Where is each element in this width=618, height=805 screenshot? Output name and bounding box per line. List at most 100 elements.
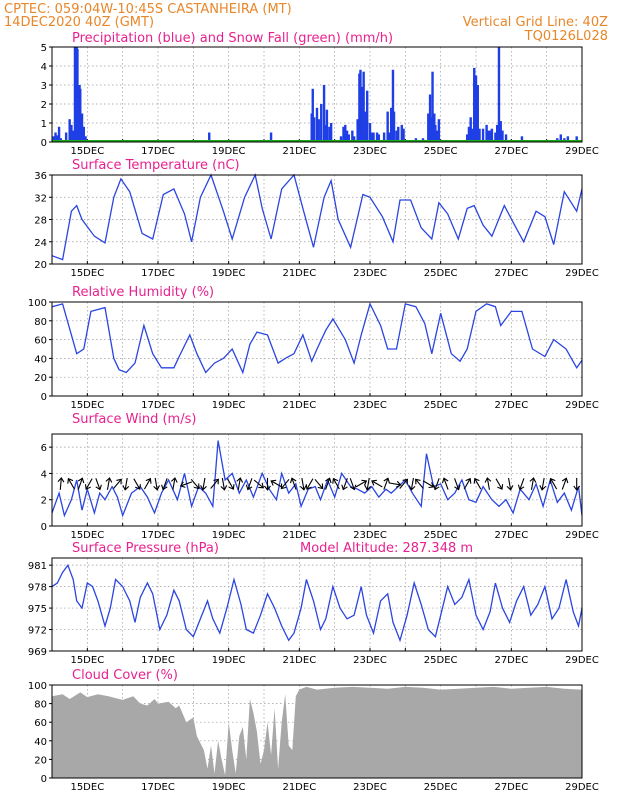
precip-bar <box>478 128 481 142</box>
precip-bar <box>392 111 396 142</box>
wind-arrow-head <box>236 477 244 483</box>
wind-arrow-shaft <box>508 477 512 490</box>
wind-arrow-head <box>299 485 307 491</box>
x-tick-label: 21DEC <box>282 782 316 793</box>
y-tick-label: 3 <box>41 81 47 92</box>
x-tick-label: 15DEC <box>70 782 104 793</box>
wind-arrow-shaft <box>270 480 282 488</box>
wind-arrow-head <box>506 485 514 491</box>
x-tick-label: 25DEC <box>424 530 458 541</box>
wind-arrow-shaft <box>474 478 482 490</box>
x-tick-label: 29DEC <box>565 530 599 541</box>
wind-arrow-shaft <box>237 477 241 490</box>
precip-bar <box>79 88 82 142</box>
wind-arrow <box>463 477 472 490</box>
precip-bar <box>397 126 400 142</box>
precip-bar <box>356 119 359 142</box>
x-tick-label: 25DEC <box>424 268 458 279</box>
y-tick-label: 2 <box>41 100 47 111</box>
precip-bar <box>57 126 61 142</box>
wind-arrow-head <box>408 485 416 491</box>
wind-arrow <box>77 477 85 490</box>
wind-arrow <box>133 478 141 490</box>
wind-arrow-head <box>95 484 102 491</box>
header-code: TQ0126L028 <box>524 29 608 44</box>
y-tick-label: 32 <box>34 193 47 204</box>
precip-bar <box>467 126 471 142</box>
precip-bar <box>362 71 365 142</box>
x-tick-label: 23DEC <box>353 782 387 793</box>
wind-arrow-head <box>122 485 130 491</box>
y-tick-label: 975 <box>28 604 47 615</box>
x-tick-label: 17DEC <box>141 268 175 279</box>
precip-bar <box>345 130 349 142</box>
y-tick-label: 28 <box>34 216 47 227</box>
cloud-panel: 0 20 40 60 80 100 15DEC 17DEC 19DEC 21DEC 23DEC 25D… <box>28 668 599 793</box>
temp-panel: 20 24 28 32 36 15DEC 17DEC 19DEC 21DEC 23DEC 25DEC… <box>34 158 599 279</box>
precip-bar <box>485 124 488 142</box>
precip-bar <box>70 124 73 142</box>
precip-bar <box>347 134 350 142</box>
precip-bar <box>390 107 393 142</box>
precip-bar <box>364 111 367 142</box>
wind-arrow-head <box>465 477 472 484</box>
y-tick-label: 100 <box>28 298 47 309</box>
precip-panel: 0 1 2 3 4 5 15DEC 17DEC 19DEC 21DEC 23DEC 25DEC 27DE… <box>41 31 599 157</box>
wind-arrow-head <box>433 484 440 491</box>
precip-bar <box>431 71 434 142</box>
y-tick-label: 60 <box>34 718 47 729</box>
wind-arrow-head <box>517 484 525 491</box>
x-tick-label: 21DEC <box>282 655 316 666</box>
x-tick-label: 15DEC <box>70 146 104 157</box>
wind-arrow-shaft <box>415 478 424 489</box>
precip-bar <box>361 86 364 142</box>
pres-title: Surface Pressure (hPa) <box>72 541 219 556</box>
precip-bar <box>402 128 405 142</box>
cloud-frame <box>51 684 583 779</box>
x-tick-label: 19DEC <box>212 146 246 157</box>
wind-arrow <box>561 477 569 490</box>
wind-arrow-head <box>153 485 160 491</box>
wind-arrow <box>264 477 271 491</box>
pres-annotation: Model Altitude: 287.348 m <box>300 541 473 556</box>
wind-arrow-head <box>245 484 253 491</box>
wind-arrow <box>210 478 219 489</box>
temp-frame <box>51 174 583 265</box>
wind-arrow <box>161 478 168 491</box>
precip-bar <box>359 69 362 142</box>
wind-arrow-shaft <box>434 478 440 490</box>
precip-bar <box>504 134 508 142</box>
y-tick-label: 4 <box>41 62 47 73</box>
x-tick-label: 23DEC <box>353 530 387 541</box>
y-tick-label: 36 <box>34 171 47 182</box>
wind-arrow-head <box>428 482 435 489</box>
wind-arrow-head <box>402 478 409 485</box>
y-tick-label: 0 <box>41 392 47 403</box>
wind-arrow-head <box>305 484 312 490</box>
wind-arrow <box>364 477 372 491</box>
wind-arrow-shaft <box>253 479 264 489</box>
wind-arrow-shaft <box>530 477 535 490</box>
wind-arrow <box>433 478 440 491</box>
wind-arrow-head <box>341 484 348 491</box>
precip-bar <box>377 134 381 142</box>
wind-arrow-shaft <box>67 478 75 490</box>
x-tick-label: 27DEC <box>494 530 528 541</box>
wind-arrow-head <box>161 484 168 491</box>
x-tick-label: 29DEC <box>565 782 599 793</box>
temp-line <box>51 172 583 261</box>
precip-bar <box>490 128 494 142</box>
y-tick-label: 969 <box>28 647 47 658</box>
wind-arrow-head <box>573 485 581 491</box>
precip-bar <box>64 132 68 142</box>
precip-bar <box>352 136 356 142</box>
precip-bar <box>476 85 479 142</box>
wind-arrow-shaft <box>561 478 567 490</box>
x-tick-label: 23DEC <box>353 400 387 411</box>
wind-arrow-shaft <box>77 478 83 490</box>
x-tick-label: 21DEC <box>282 268 316 279</box>
wind-arrow-shaft <box>306 478 314 490</box>
wind-arrow <box>355 479 368 488</box>
x-tick-label: 29DEC <box>565 655 599 666</box>
cloud-title: Cloud Cover (%) <box>72 668 178 683</box>
